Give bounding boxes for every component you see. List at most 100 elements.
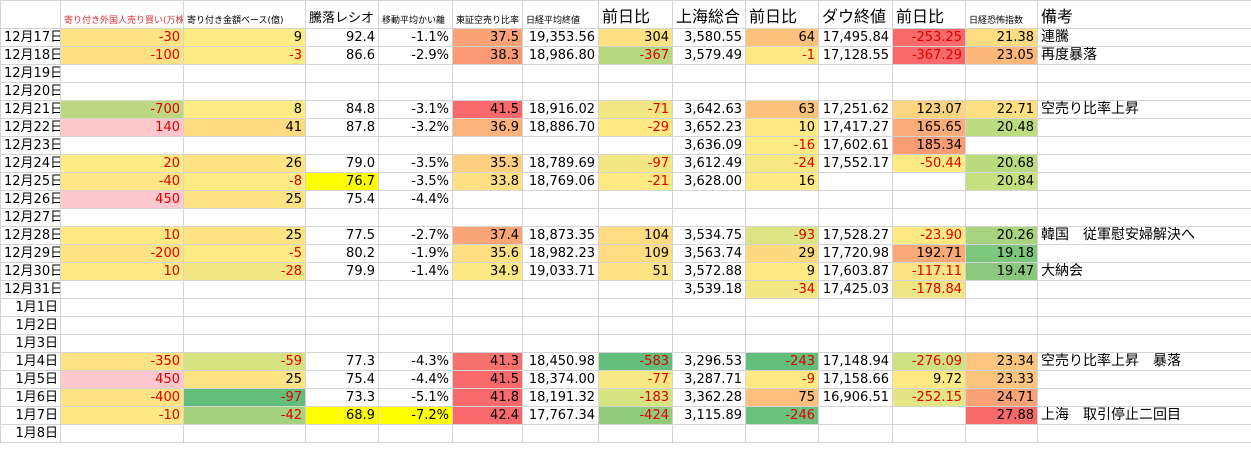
value-cell: 33.8 [452, 172, 523, 191]
value-cell [818, 334, 893, 353]
value-cell [183, 280, 306, 299]
value-cell: -1.1% [378, 28, 453, 47]
note-cell [1037, 82, 1251, 101]
value-cell [522, 280, 599, 299]
value-cell: -2.9% [378, 46, 453, 65]
data-row: 12月29日 -200 -5 80.2 -1.9% 35.6 18,982.23 109 3,5… [0, 244, 1251, 263]
value-cell: 17,417.27 [818, 118, 893, 137]
value-cell [60, 208, 184, 227]
column-header: 移動平均かい離 [378, 0, 453, 29]
note-cell [1037, 244, 1251, 263]
value-cell: 27.88 [965, 406, 1038, 425]
value-cell [522, 208, 599, 227]
value-cell: 41.8 [452, 388, 523, 407]
date-cell: 1月6日 [0, 388, 61, 407]
value-cell: 38.3 [452, 46, 523, 65]
value-cell: 25 [183, 226, 306, 245]
column-header: 寄り付き外国人売り買い(万株) [60, 0, 184, 29]
value-cell: 41.5 [452, 370, 523, 389]
value-cell: 86.6 [305, 46, 379, 65]
value-cell: 20.84 [965, 172, 1038, 191]
note-cell: 大納会 [1037, 262, 1251, 281]
value-cell [598, 64, 673, 83]
data-row: 12月22日 140 41 87.8 -3.2% 36.9 18,886.70 -29 3,65… [0, 118, 1251, 137]
value-cell [965, 280, 1038, 299]
value-cell [522, 82, 599, 101]
value-cell: -117.11 [892, 262, 966, 281]
value-cell [183, 316, 306, 335]
value-cell: 3,563.74 [672, 244, 746, 263]
note-cell: 韓国 従軍慰安婦解決へ [1037, 226, 1251, 245]
value-cell: 79.9 [305, 262, 379, 281]
value-cell [818, 208, 893, 227]
value-cell [892, 406, 966, 425]
value-cell: 75 [745, 388, 819, 407]
value-cell [745, 82, 819, 101]
value-cell [60, 424, 184, 443]
value-cell [892, 172, 966, 191]
value-cell: 18,374.00 [522, 370, 599, 389]
data-row: 12月31日 3,539.18 -34 17,425.03 -178.84 [0, 280, 1251, 299]
value-cell: -23.90 [892, 226, 966, 245]
value-cell [60, 298, 184, 317]
value-cell [378, 208, 453, 227]
value-cell [378, 316, 453, 335]
value-cell: 3,636.09 [672, 136, 746, 155]
note-cell [1037, 388, 1251, 407]
data-row: 12月26日 450 25 75.4 -4.4% [0, 190, 1251, 209]
value-cell [965, 298, 1038, 317]
value-cell: 73.3 [305, 388, 379, 407]
value-cell: -40 [60, 172, 184, 191]
data-row: 1月8日 [0, 424, 1251, 443]
date-cell: 1月1日 [0, 298, 61, 317]
data-row: 12月17日 -30 9 92.4 -1.1% 37.5 19,353.56 304 3,580… [0, 28, 1251, 47]
value-cell [745, 298, 819, 317]
value-cell: 25 [183, 370, 306, 389]
value-cell [452, 280, 523, 299]
value-cell [745, 424, 819, 443]
value-cell [598, 208, 673, 227]
value-cell: 3,287.71 [672, 370, 746, 389]
value-cell: -367 [598, 46, 673, 65]
value-cell: 18,916.02 [522, 100, 599, 119]
value-cell: 37.4 [452, 226, 523, 245]
data-row: 12月28日 10 25 77.5 -2.7% 37.4 18,873.35 104 3,534… [0, 226, 1251, 245]
value-cell: 68.9 [305, 406, 379, 425]
value-cell: 18,982.23 [522, 244, 599, 263]
value-cell [305, 424, 379, 443]
value-cell [672, 82, 746, 101]
value-cell [818, 190, 893, 209]
value-cell: 35.6 [452, 244, 523, 263]
value-cell: 3,115.89 [672, 406, 746, 425]
value-cell [183, 208, 306, 227]
value-cell: 19.18 [965, 244, 1038, 263]
value-cell [183, 82, 306, 101]
value-cell [378, 64, 453, 83]
date-cell: 12月27日 [0, 208, 61, 227]
value-cell [672, 208, 746, 227]
value-cell: 165.65 [892, 118, 966, 137]
note-cell [1037, 154, 1251, 173]
note-cell: 空売り比率上昇 [1037, 100, 1251, 119]
value-cell: 304 [598, 28, 673, 47]
value-cell: 10 [745, 118, 819, 137]
value-cell: 21.38 [965, 28, 1038, 47]
value-cell: -3 [183, 46, 306, 65]
value-cell: 17,128.55 [818, 46, 893, 65]
value-cell [183, 64, 306, 83]
value-cell: 20.26 [965, 226, 1038, 245]
value-cell: -28 [183, 262, 306, 281]
value-cell [965, 82, 1038, 101]
value-cell [818, 424, 893, 443]
note-cell [1037, 370, 1251, 389]
value-cell: -424 [598, 406, 673, 425]
value-cell: -4.4% [378, 190, 453, 209]
value-cell: -21 [598, 172, 673, 191]
value-cell: 450 [60, 190, 184, 209]
value-cell: 36.9 [452, 118, 523, 137]
value-cell: -4.4% [378, 370, 453, 389]
value-cell: 18,789.69 [522, 154, 599, 173]
value-cell [452, 136, 523, 155]
value-cell [598, 334, 673, 353]
value-cell: 18,450.98 [522, 352, 599, 371]
